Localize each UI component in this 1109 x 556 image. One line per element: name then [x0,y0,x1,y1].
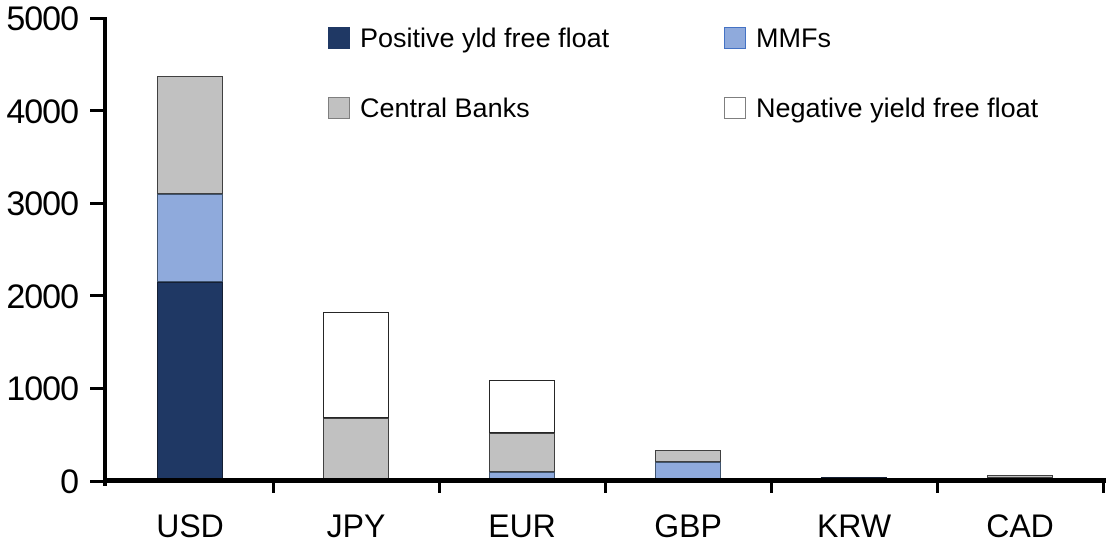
bar-eur-central-banks [489,432,555,472]
legend-item-positive-yld-free-float: Positive yld free float [328,22,609,54]
legend-label: MMFs [756,23,831,53]
bar-jpy-negative-yield-free-float [323,311,389,418]
y-axis-label-5000: 5000 [6,0,79,38]
y-tick-3000 [90,201,107,205]
y-axis-label-3000: 3000 [6,185,79,224]
bar-usd-mmfs [157,194,223,282]
x-axis-label-gbp: GBP [654,508,722,544]
y-axis-label-1000: 1000 [6,370,79,409]
x-axis-label-eur: EUR [488,508,556,544]
x-tick-2 [437,478,441,493]
y-tick-5000 [90,16,107,20]
x-tick-1 [271,478,275,493]
bar-eur-negative-yield-free-float [489,379,555,433]
legend-swatch-positive-yld-free-float [328,27,350,49]
x-tick-6 [1101,478,1105,493]
y-tick-0 [90,479,107,483]
y-axis-line [103,17,107,486]
y-axis-label-0: 0 [60,463,79,501]
x-tick-3 [603,478,607,493]
x-tick-4 [769,478,773,493]
y-tick-4000 [90,109,107,113]
legend-item-mmfs: MMFs [724,22,831,54]
x-axis-label-usd: USD [156,508,224,544]
legend-swatch-central-banks [328,97,350,119]
legend-label: Negative yield free float [756,93,1039,123]
y-tick-2000 [90,294,107,298]
bar-cad-central-banks [987,475,1053,478]
y-axis-label-2000: 2000 [6,277,79,316]
legend-label: Positive yld free float [360,23,610,53]
legend-swatch-mmfs [724,27,746,49]
legend-item-negative-yield-free-float: Negative yield free float [724,92,1038,124]
legend-item-central-banks: Central Banks [328,92,530,124]
y-axis-label-4000: 4000 [6,92,79,131]
y-tick-1000 [90,386,107,390]
bar-jpy-central-banks [323,417,389,481]
legend-label: Central Banks [360,93,530,123]
x-tick-5 [935,478,939,493]
x-axis-label-cad: CAD [986,508,1054,544]
x-axis-label-krw: KRW [816,508,892,544]
bar-gbp-central-banks [655,450,721,462]
legend-swatch-negative-yield-free-float [724,97,746,119]
bar-usd-central-banks [157,75,223,195]
x-axis-label-jpy: JPY [326,508,386,544]
bar-usd-positive-yld-free-float [157,281,223,481]
